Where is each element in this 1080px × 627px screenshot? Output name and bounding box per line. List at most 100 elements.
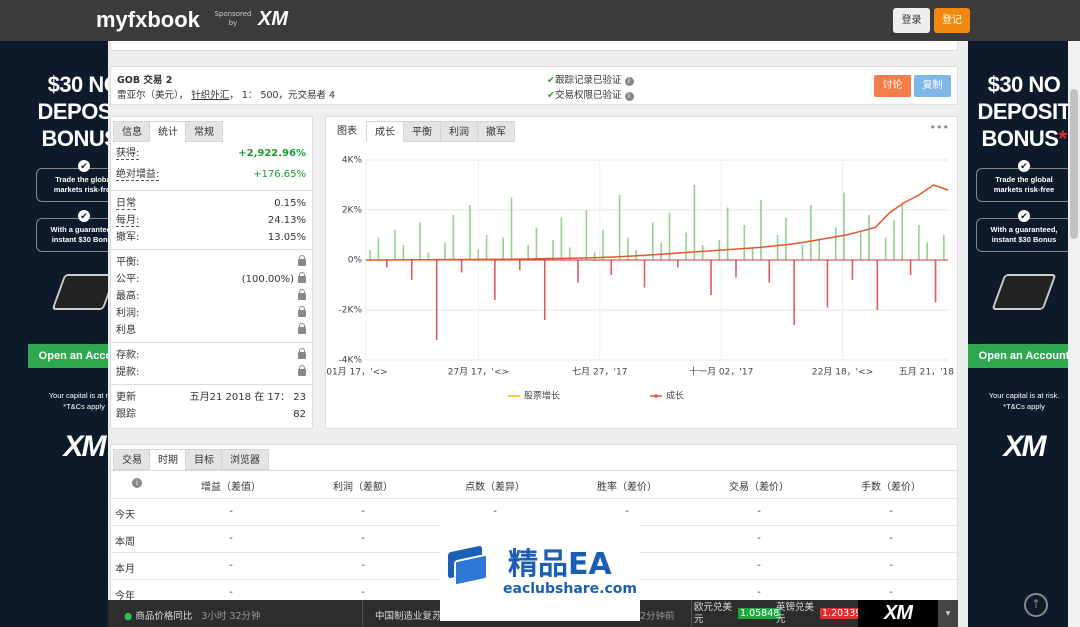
tab[interactable]: 时期 [149, 449, 187, 470]
cell: - [757, 506, 761, 517]
bar [369, 250, 371, 260]
stat-row: 利润: [116, 305, 306, 322]
check: ✔ [78, 210, 90, 222]
bar [527, 245, 529, 260]
verified-1: ✔跟踪记录已验证 i [547, 72, 634, 86]
login-button[interactable]: 登录 [893, 8, 930, 33]
ticker-brand[interactable]: XM [858, 600, 938, 627]
bar [627, 237, 629, 260]
value: 0.15% [274, 198, 306, 209]
bar [793, 260, 795, 325]
stat-row: 公平: (100.00%) [116, 271, 306, 288]
ad-brand: XM [63, 430, 107, 463]
separator [111, 249, 312, 250]
divider [362, 600, 363, 627]
bar [693, 185, 696, 260]
column-header: 胜率（差价） [597, 482, 657, 493]
stat-value [294, 364, 306, 381]
logo[interactable]: myfxbook [96, 7, 200, 32]
x-tick-label: 五月 21，'18 [899, 367, 955, 378]
bar [868, 215, 870, 260]
stat-label: 利润: [116, 308, 140, 319]
scroll-thumb[interactable] [1070, 89, 1078, 239]
bar [402, 245, 405, 260]
column-header: 交易（差价） [729, 482, 789, 493]
tab[interactable]: 利润 [440, 121, 478, 142]
stat-row: 撤军: 13.05% [116, 229, 306, 246]
tab[interactable]: 图表 [337, 126, 357, 137]
separator [111, 342, 312, 343]
tab[interactable]: 撤军 [477, 121, 515, 142]
value: +2,922.96% [238, 148, 306, 159]
top-bar: myfxbook Sponsored by XM 登录 登记 [0, 0, 1080, 41]
tab[interactable]: 常规 [185, 121, 223, 142]
bar [410, 260, 413, 280]
copy-button[interactable]: 复制 [914, 75, 951, 97]
stat-value: +176.65% [253, 166, 306, 183]
bar [876, 260, 879, 310]
stat-value: 82 [293, 406, 306, 423]
right-ad[interactable]: $30 NO DEPOSIT BONUS* ✔ Trade the global mar… [968, 41, 1080, 627]
scrollbar[interactable] [1068, 41, 1080, 627]
bar [918, 225, 920, 260]
column-header: 利润（差额） [333, 482, 393, 493]
x-tick-label: 22月 18，'<> [812, 367, 873, 378]
bar [801, 245, 804, 260]
headline-line: DEPOSIT [977, 99, 1071, 124]
bar [510, 197, 513, 260]
bar [893, 220, 895, 260]
verified-2: ✔交易权限已验证 i [547, 87, 634, 101]
verified-text: 交易权限已验证 [554, 90, 622, 101]
bar [568, 247, 571, 260]
stat-row: 获得: +2,922.96% [116, 145, 306, 162]
stat-row: 绝对增益: +176.65% [116, 166, 306, 183]
separator [111, 190, 312, 191]
tab[interactable]: 信息 [113, 121, 151, 142]
value: +176.65% [253, 169, 306, 180]
discuss-button[interactable]: 讨论 [874, 75, 911, 97]
news-time: 3小时 32分钟 [201, 611, 261, 622]
news-1[interactable]: ● 商品价格同比 3小时 32分钟 [124, 611, 261, 622]
tab[interactable]: 目标 [185, 449, 223, 470]
y-tick-label: 0% [348, 256, 363, 266]
pair-2: 英镑兑美元 [776, 602, 815, 625]
chart-menu[interactable]: ••• [929, 121, 949, 134]
bar [494, 260, 496, 300]
info-icon: i [132, 478, 142, 488]
watermark-url: eaclubshare.com [503, 581, 637, 597]
bar [435, 260, 438, 340]
tab[interactable]: 交易 [113, 449, 151, 470]
ad-cta[interactable]: Open an Account [968, 344, 1080, 368]
scroll-top[interactable]: ↑ [1024, 593, 1048, 617]
cell: - [229, 533, 233, 544]
news-time-2: 2分钟前 [640, 611, 675, 622]
bar [685, 232, 687, 260]
tab[interactable]: 统计 [149, 121, 187, 142]
stat-row: 平衡: [116, 254, 306, 271]
cell: - [889, 533, 893, 544]
y-tick-label: 2K% [342, 206, 363, 216]
broker[interactable]: 针织外汇 [191, 90, 230, 101]
value: 82 [293, 409, 306, 420]
cell: - [229, 506, 233, 517]
row-label: 本月 [115, 564, 135, 575]
verified-text: 跟踪记录已验证 [554, 75, 622, 86]
headline-line: BONUS* [981, 126, 1067, 151]
account-name: GOB 交易 2 [117, 75, 173, 86]
register-button[interactable]: 登记 [934, 8, 970, 33]
bar [385, 260, 388, 268]
ad-tc: *T&Cs apply [1003, 402, 1045, 411]
bar [710, 260, 712, 295]
bar [427, 252, 430, 260]
bar [394, 230, 396, 260]
news-2[interactable]: 中国制造业复苏 [375, 611, 442, 622]
lock-icon [298, 323, 306, 334]
ticker-toggle[interactable]: ▾ [938, 600, 958, 627]
tab[interactable]: 浏览器 [221, 449, 269, 470]
bar [851, 260, 854, 280]
bar [751, 247, 754, 260]
value: (100.00%) [241, 274, 294, 285]
right-ad-bg [968, 41, 1068, 627]
line-series [366, 184, 949, 261]
